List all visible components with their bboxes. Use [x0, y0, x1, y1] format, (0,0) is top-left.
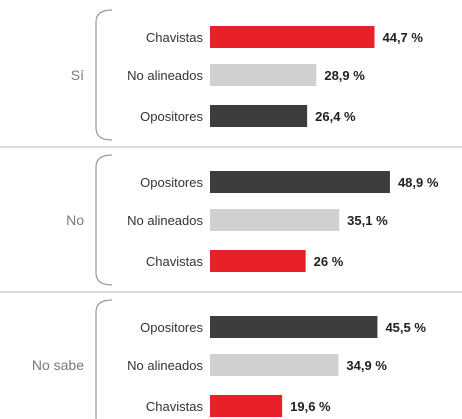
category-label: Chavistas — [146, 30, 204, 45]
category-label: Opositores — [140, 109, 203, 124]
bar — [210, 26, 375, 48]
category-label: Opositores — [140, 320, 203, 335]
category-label: No alineados — [127, 358, 203, 373]
bar — [210, 171, 390, 193]
value-label: 26 % — [314, 254, 344, 269]
bar — [210, 105, 308, 127]
group-bracket — [95, 154, 113, 286]
group-bracket — [95, 9, 113, 141]
category-label: Chavistas — [146, 399, 204, 414]
value-label: 48,9 % — [398, 175, 439, 190]
bar — [210, 250, 306, 272]
value-label: 44,7 % — [382, 30, 423, 45]
bar — [210, 395, 283, 417]
value-label: 34,9 % — [346, 358, 387, 373]
category-label: Opositores — [140, 175, 203, 190]
group-label: No sabe — [32, 357, 84, 373]
bar — [210, 64, 317, 86]
group-label: No — [66, 212, 84, 228]
group-label: Sí — [71, 67, 84, 83]
bar — [210, 209, 340, 231]
value-label: 26,4 % — [315, 109, 356, 124]
category-label: No alineados — [127, 68, 203, 83]
category-label: Chavistas — [146, 254, 204, 269]
group-bracket — [95, 299, 113, 419]
value-label: 28,9 % — [324, 68, 365, 83]
bar — [210, 354, 339, 376]
value-label: 19,6 % — [290, 399, 331, 414]
bar — [210, 316, 378, 338]
value-label: 45,5 % — [385, 320, 426, 335]
category-label: No alineados — [127, 213, 203, 228]
value-label: 35,1 % — [347, 213, 388, 228]
